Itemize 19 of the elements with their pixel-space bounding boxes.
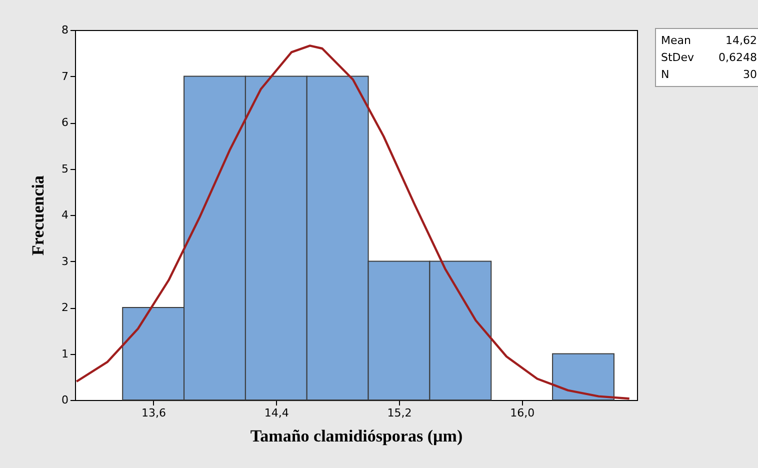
line-series	[75, 44, 630, 400]
x-tick-label: 14,4	[264, 406, 289, 420]
text: N 30	[661, 68, 757, 81]
y-tick-label: 1	[62, 347, 68, 360]
y-tick-label: 2	[62, 301, 68, 314]
text: StDev 0,6248	[661, 51, 757, 64]
x-axis-title: Tamaño clamidiósporas (µm)	[250, 426, 463, 446]
y-tick-label: 3	[62, 254, 68, 268]
y-tick-label: 7	[62, 70, 68, 83]
y-tick-label: 8	[62, 24, 68, 36]
y-tick-label: 4	[62, 208, 68, 222]
y-axis-title: Frecuencia	[28, 175, 48, 256]
y-tick-label: 6	[62, 116, 68, 129]
text: Mean 14,62	[661, 34, 757, 47]
y-tick-label: 5	[62, 162, 68, 176]
x-tick-label: 16,0	[510, 406, 535, 420]
x-tick-label: 15,2	[387, 406, 412, 420]
x-tick-label: 13,6	[142, 406, 166, 420]
y-tick-label: 0	[62, 394, 68, 406]
